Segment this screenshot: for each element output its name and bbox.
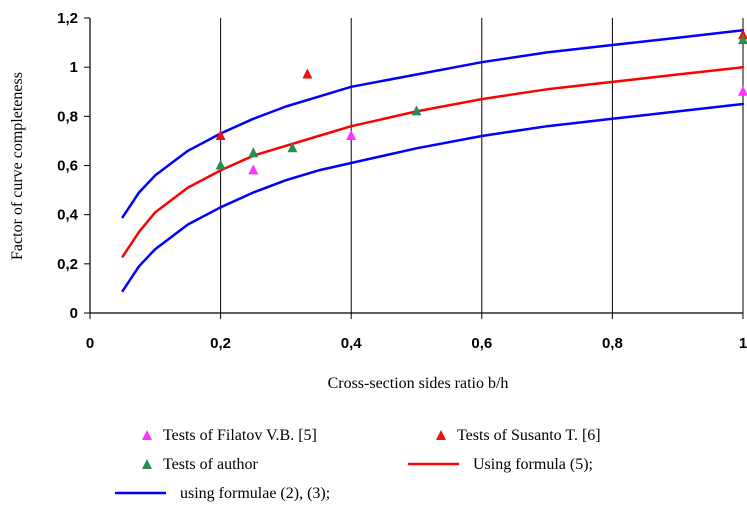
y-tick-label: 0,8 [57,108,78,125]
y-tick-label: 0,4 [57,207,79,224]
data-point-series-2 [215,159,226,170]
data-point-series-2 [248,147,259,158]
y-tick-label: 0,2 [57,256,78,273]
data-point-series-1 [302,68,313,79]
x-tick-label: 0 [86,335,94,352]
data-point-series-0 [346,130,357,140]
legend: Tests of Filatov V.B. [5] Tests of Susan… [115,427,601,502]
series-line-4 [121,29,745,219]
data-point-series-0 [738,85,747,96]
y-tick-label: 1 [70,59,78,76]
data-point-series-1 [738,29,747,40]
y-tick-label: 0,6 [57,158,78,175]
x-tick-label: 0,2 [210,335,231,352]
data-point-series-0 [248,164,259,175]
series-line-3 [121,65,745,258]
legend-marker-filatov [142,430,152,440]
legend-label-formula5: Using formula (5); [473,456,593,473]
legend-marker-author [142,459,152,469]
axes [84,17,744,319]
legend-label-filatov: Tests of Filatov V.B. [5] [163,427,317,444]
legend-label-susanto: Tests of Susanto T. [6] [457,427,601,444]
x-tick-label: 0,8 [602,335,623,352]
x-axis-label: Cross-section sides ratio b/h [328,375,509,392]
legend-marker-susanto [436,430,446,440]
x-tick-label: 0,6 [471,335,492,352]
legend-label-formulae23: using formulae (2), (3); [180,485,330,502]
data-point-series-2 [738,34,747,45]
x-tick-label: 0,4 [341,335,363,352]
legend-label-author: Tests of author [163,456,259,473]
x-tick-label: 1 [739,335,747,352]
data-point-series-1 [215,130,226,140]
series-line-5 [121,102,745,293]
tick-labels: 0 0,2 0,4 0,6 0,8 1 1,2 0 0,2 0,4 0,6 0,8 1 [57,10,747,352]
series-points [215,29,747,175]
data-point-series-2 [411,105,422,116]
series-lines [121,29,745,293]
y-tick-label: 0 [70,305,78,322]
y-axis-label: Factor of curve completeness [9,72,26,260]
y-tick-label: 1,2 [57,10,78,27]
data-point-series-2 [287,142,298,153]
